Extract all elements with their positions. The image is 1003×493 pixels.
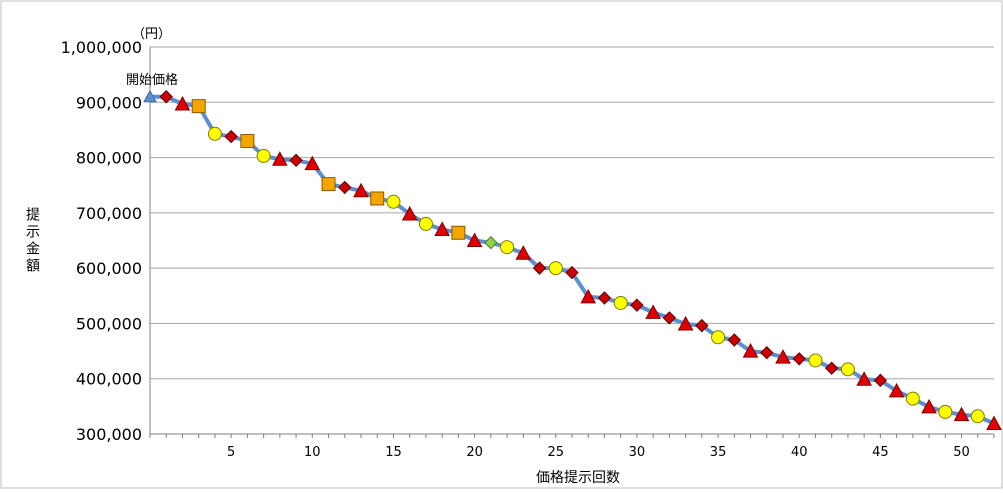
x-tick-label: 50 [953,445,970,460]
marker-triangle [401,205,418,221]
x-tick-label: 20 [466,445,483,460]
marker-diamond [760,346,774,360]
marker-circle [808,353,823,368]
y-tick-label: 600,000 [76,259,142,278]
y-axis-title-char: 金 [26,242,40,258]
y-tick-label: 500,000 [76,314,142,333]
y-tick-label: 400,000 [76,370,142,389]
marker-circle [970,409,985,424]
marker-diamond [727,333,742,347]
x-tick-label: 15 [385,445,402,460]
marker-triangle [645,304,661,319]
marker-diamond [338,180,352,195]
y-tick-label: 1,000,000 [61,38,142,57]
marker-diamond [630,298,644,312]
y-axis-title-char: 額 [26,259,40,275]
marker-triangle [742,343,759,358]
y-unit-label: （円） [132,27,171,42]
y-axis-title: 提示金額 [26,208,40,275]
marker-triangle [174,95,191,111]
marker-square [370,191,385,206]
marker-diamond [289,153,303,168]
marker-diamond [824,361,839,375]
x-tick-label: 5 [227,445,235,460]
marker-circle [938,404,953,419]
marker-triangle [434,221,450,236]
x-tick-label: 45 [872,445,889,460]
marker-diamond-green [484,236,498,250]
start-price-label: 開始価格 [126,72,178,88]
markers-layer [143,89,1002,430]
marker-start [143,89,157,103]
marker-diamond [792,352,806,366]
y-tick-label: 300,000 [76,425,142,444]
x-tick-label: 10 [304,445,321,460]
x-tick-labels: 5 10 15 20 25 30 35 40 45 50 [227,445,970,460]
marker-triangle [775,349,791,364]
y-tick-label: 700,000 [76,204,142,223]
marker-circle [418,216,433,231]
marker-square [321,177,336,192]
marker-triangle [304,155,321,171]
marker-triangle [580,288,597,304]
x-axis-title: 価格提示回数 [536,470,620,486]
marker-diamond [532,261,547,275]
marker-square [451,225,466,240]
marker-diamond [159,90,173,104]
marker-circle [711,330,726,345]
marker-triangle [677,315,694,331]
marker-diamond [873,373,888,388]
y-tick-labels: 300,000 400,000 500,000 600,000 700,000 800,0… [61,38,142,444]
marker-diamond [224,129,238,144]
marker-diamond [695,318,709,333]
y-axis-title-char: 示 [26,225,40,241]
marker-triangle [353,182,369,198]
marker-triangle [921,398,937,414]
axes [149,47,995,438]
marker-circle [386,194,401,209]
marker-triangle [856,371,872,386]
marker-circle [905,391,920,406]
y-tick-label: 800,000 [76,149,142,168]
y-tick-label: 900,000 [76,93,142,112]
marker-triangle [953,406,970,422]
marker-diamond [565,265,579,280]
x-tick-label: 25 [547,445,564,460]
marker-diamond [662,311,677,325]
marker-diamond [597,291,612,305]
y-axis-title-char: 提 [26,208,40,224]
marker-triangle [888,382,905,398]
marker-circle [256,148,271,163]
marker-circle [548,261,563,276]
x-tick-label: 40 [791,445,808,460]
marker-triangle [466,232,483,247]
x-tick-label: 30 [629,445,646,460]
marker-circle [500,240,515,255]
marker-triangle [515,245,532,260]
marker-circle [840,362,855,377]
marker-triangle [986,415,1002,430]
marker-square [191,99,206,114]
marker-triangle [272,151,288,166]
marker-square [240,133,255,148]
marker-circle [613,295,628,310]
marker-circle [207,126,222,141]
x-tick-label: 35 [710,445,727,460]
